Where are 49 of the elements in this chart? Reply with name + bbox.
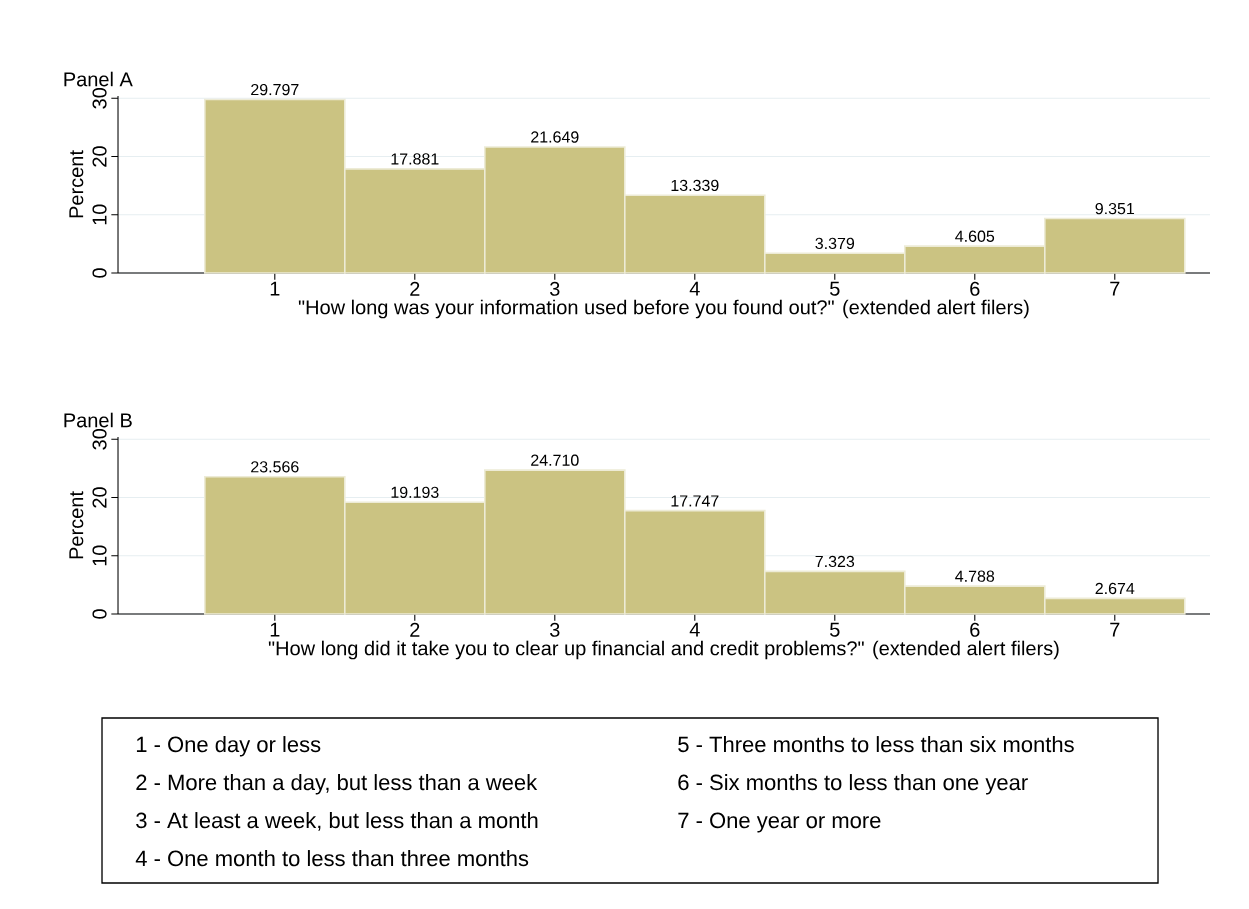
data-label: 24.710: [531, 454, 579, 466]
x-axis-title: "How long was your information used before you found out?" (extended alert filers): [298, 299, 1029, 319]
y-tick-label: 0: [92, 609, 107, 619]
data-label: 13.339: [671, 179, 719, 192]
x-tick-label: 6: [970, 622, 980, 637]
chart-title: Panel A: [64, 71, 133, 87]
data-label: 3.379: [815, 237, 855, 250]
y-axis-title: Percent: [69, 491, 84, 559]
data-label: 7.323: [815, 555, 855, 568]
x-axis-title: "How long did it take you to clear up financial and credit problems?" (extended alert filers): [268, 640, 1059, 660]
y-tick-label: 30: [92, 87, 107, 109]
x-tick-label: 2: [410, 281, 420, 296]
y-tick-label: 20: [92, 146, 107, 167]
data-label: 17.881: [391, 153, 439, 165]
text: 3 - At least a week, but less than a month: [136, 812, 538, 831]
data-label: 21.649: [531, 131, 579, 143]
text: 1 - One day or less: [136, 736, 321, 757]
x-tick-label: 5: [830, 622, 840, 637]
text: 4 - One month to less than three months: [135, 850, 529, 867]
text: 6 - Six months to less than one year: [678, 774, 1028, 795]
x-tick-label: 5: [830, 281, 840, 296]
y-tick-label: 10: [92, 545, 107, 566]
x-tick-label: 3: [549, 622, 560, 637]
data-label: 2.674: [1095, 582, 1135, 595]
data-label: 4.605: [955, 230, 995, 242]
x-tick-label: 4: [689, 622, 700, 637]
data-label: 29.797: [251, 83, 299, 96]
y-tick-label: 10: [92, 204, 107, 225]
y-axis-title: Percent: [69, 150, 84, 218]
y-tick-label: 30: [92, 428, 107, 450]
chart-title: Panel B: [64, 412, 132, 428]
data-label: 17.747: [671, 495, 719, 507]
x-tick-label: 4: [689, 281, 700, 296]
text: 2 - More than a day, but less than a week: [136, 774, 538, 795]
x-tick-label: 7: [1110, 281, 1120, 296]
x-tick-label: 6: [970, 281, 980, 296]
y-tick-label: 20: [92, 487, 107, 508]
text: 5 - Three months to less than six months: [678, 736, 1074, 753]
x-tick-label: 1: [270, 281, 280, 296]
x-tick-label: 7: [1110, 622, 1120, 637]
data-label: 9.351: [1095, 202, 1135, 215]
text: 7 - One year or more: [678, 812, 881, 833]
data-label: 19.193: [391, 486, 439, 498]
data-label: 4.788: [955, 570, 995, 582]
x-tick-label: 1: [270, 622, 280, 637]
x-tick-label: 2: [410, 622, 420, 637]
y-tick-label: 0: [92, 268, 107, 278]
x-tick-label: 3: [549, 281, 560, 296]
data-label: 23.566: [251, 461, 299, 473]
